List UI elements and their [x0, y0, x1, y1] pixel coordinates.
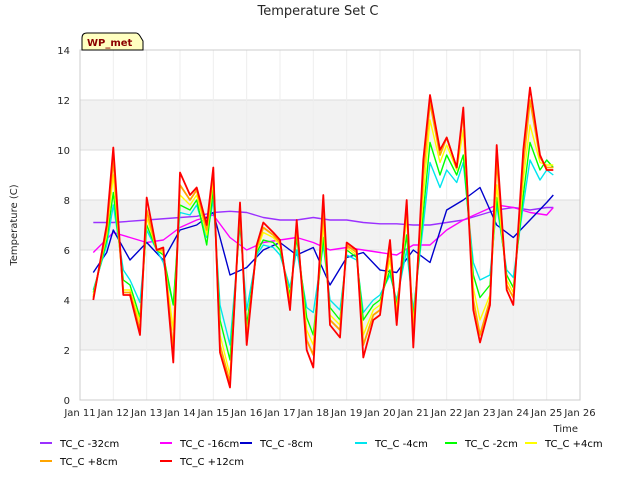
legend-label-3: TC_C -4cm [374, 439, 428, 450]
y-tick-4: 4 [64, 296, 70, 307]
x-tick-labels: Jan 11 Jan 12 Jan 13 Jan 14 Jan 15 Jan 16 Jan … [63, 408, 595, 419]
badge-shape [81, 32, 144, 51]
x-tick-16: Jan 16 [230, 408, 262, 419]
legend: TC_C -32cm TC_C -16cm TC_C -8cm TC_C -4cm TC… [40, 439, 603, 468]
legend-label-5: TC_C +4cm [544, 439, 603, 450]
y-tick-6: 6 [64, 246, 70, 257]
x-tick-17: Jan 17 [263, 408, 295, 419]
x-tick-19: Jan 19 [330, 408, 362, 419]
y-tick-0: 0 [64, 396, 70, 407]
x-tick-23: Jan 23 [463, 408, 495, 419]
y-tick-14: 14 [57, 46, 70, 57]
chart-title: Temperature Set C [256, 4, 378, 19]
x-tick-11: Jan 11 [63, 408, 95, 419]
y-tick-labels: 0 2 4 6 8 10 12 14 [57, 46, 70, 407]
station-badge: WP_met [81, 32, 144, 51]
series-layer [92, 86, 554, 389]
x-tick-26: Jan 26 [563, 408, 595, 419]
x-tick-24: Jan 24 [497, 408, 529, 419]
legend-label-4: TC_C -2cm [464, 439, 518, 450]
badge-label: WP_met [87, 38, 133, 49]
x-tick-22: Jan 22 [430, 408, 462, 419]
band-10-12 [80, 100, 580, 150]
legend-label-0: TC_C -32cm [59, 439, 119, 450]
y-axis-label: Temperature (C) [9, 184, 20, 266]
x-tick-15: Jan 15 [197, 408, 229, 419]
series-line-1 [92, 204, 554, 256]
legend-label-2: TC_C -8cm [259, 439, 313, 450]
y-tick-8: 8 [64, 196, 70, 207]
plot-frame [79, 49, 581, 401]
series-line-7 [92, 86, 554, 389]
legend-label-7: TC_C +12cm [179, 457, 244, 468]
x-tick-21: Jan 21 [397, 408, 429, 419]
x-tick-25: Jan 25 [530, 408, 562, 419]
x-tick-12: Jan 12 [97, 408, 129, 419]
x-tick-13: Jan 13 [130, 408, 162, 419]
x-tick-14: Jan 14 [163, 408, 195, 419]
legend-label-1: TC_C -16cm [179, 439, 239, 450]
x-axis-label: Time [553, 424, 578, 435]
x-tick-20: Jan 20 [363, 408, 395, 419]
legend-label-6: TC_C +8cm [59, 457, 118, 468]
x-tick-18: Jan 18 [297, 408, 329, 419]
y-tick-10: 10 [57, 146, 70, 157]
y-tick-12: 12 [57, 96, 70, 107]
y-tick-2: 2 [64, 346, 70, 357]
